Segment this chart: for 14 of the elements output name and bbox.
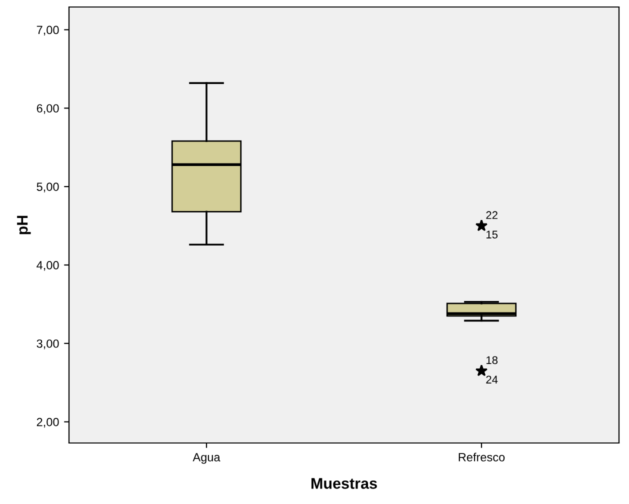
y-axis-title: pH xyxy=(17,216,31,234)
annotation: 22 xyxy=(486,211,498,219)
annotation: 24 xyxy=(486,376,498,384)
y-tick-label: 3,00 xyxy=(36,339,59,350)
annotation: 15 xyxy=(486,230,498,238)
annotation: 18 xyxy=(486,356,498,364)
y-tick-label: 5,00 xyxy=(36,182,59,192)
y-tick-label: 2,00 xyxy=(36,418,59,428)
x-tick-label: Agua xyxy=(192,453,220,464)
y-tick-label: 4,00 xyxy=(36,261,59,271)
y-tick-label: 7,00 xyxy=(36,26,59,36)
y-tick-label: 6,00 xyxy=(36,104,59,114)
x-tick-label: Refresco xyxy=(458,452,505,462)
x-axis-title: Muestras xyxy=(311,478,377,489)
